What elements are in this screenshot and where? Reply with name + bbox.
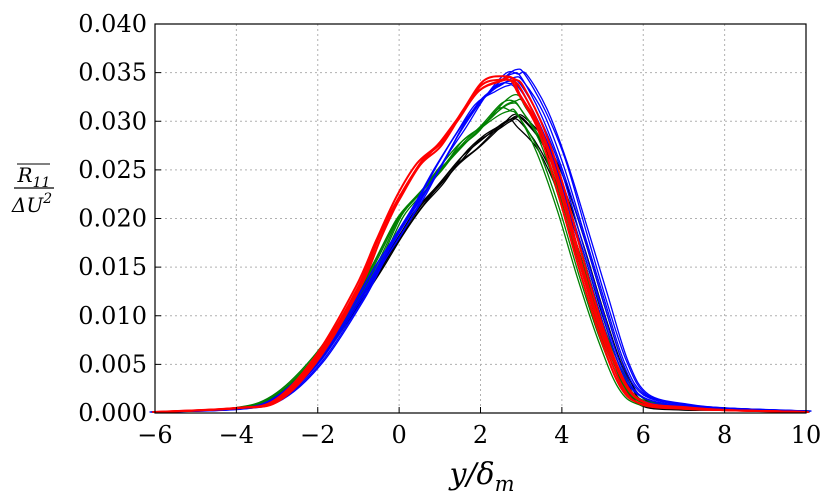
y-tick-label: 0.015 [78, 253, 147, 281]
y-tick-label: 0.000 [78, 399, 147, 427]
series-line-blue [154, 71, 807, 413]
series-line-blue [160, 70, 812, 413]
x-tick-label: 10 [791, 421, 822, 449]
x-tick-label: 8 [717, 421, 732, 449]
series-line-black [153, 118, 805, 413]
series-line-blue [156, 76, 808, 413]
y-tick-label: 0.040 [78, 10, 147, 38]
series-line-black [156, 115, 808, 413]
series-line-red [154, 75, 806, 414]
series-group [149, 68, 812, 414]
x-tick-label: 4 [554, 421, 569, 449]
y-tick-labels: 0.000 0.005 0.010 0.015 0.020 0.025 0.030 0.035… [78, 10, 161, 427]
series-line-black [151, 119, 803, 413]
x-tick-label: 6 [636, 421, 651, 449]
x-axis-label-main: y/δ [447, 457, 494, 492]
y-tick-label: 0.020 [78, 205, 147, 233]
series-line-green [155, 99, 807, 413]
y-axis-label-numerator: R11 [17, 163, 51, 191]
x-tick-label: −6 [137, 421, 172, 449]
series-line-green [152, 106, 804, 413]
series-line-black [158, 114, 810, 413]
x-axis-label: y/δm [447, 457, 514, 496]
x-tick-label: 2 [473, 421, 488, 449]
series-line-red [155, 78, 807, 414]
y-tick-label: 0.035 [78, 59, 147, 87]
series-line-green [157, 98, 809, 413]
y-axis-label: R11 ΔU2 [11, 163, 54, 217]
series-line-blue [158, 68, 810, 413]
y-tick-label: 0.025 [78, 156, 147, 184]
x-tick-label: −2 [300, 421, 335, 449]
series-line-green [154, 102, 806, 413]
x-tick-label: 0 [391, 421, 406, 449]
x-axis-label-sub: m [495, 472, 515, 496]
y-tick-label: 0.010 [78, 302, 147, 330]
x-tick-label: −4 [219, 421, 254, 449]
grid [155, 24, 806, 413]
series-line-red [157, 75, 809, 414]
series-line-green [150, 108, 802, 413]
series-line-black [154, 113, 807, 413]
y-axis-label-denominator: ΔU2 [11, 191, 52, 217]
y-tick-label: 0.030 [78, 107, 147, 135]
y-tick-label: 0.005 [78, 350, 147, 378]
x-tick-labels: −6 −4 −2 0 2 4 6 8 10 [137, 407, 821, 449]
series-line-blue [153, 79, 805, 413]
